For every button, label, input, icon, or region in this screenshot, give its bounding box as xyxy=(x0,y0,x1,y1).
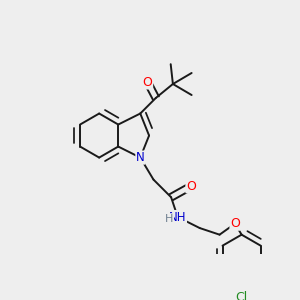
Text: NH: NH xyxy=(169,211,187,224)
Text: O: O xyxy=(143,76,153,89)
Text: O: O xyxy=(230,217,240,230)
Text: N: N xyxy=(136,151,145,164)
Text: Cl: Cl xyxy=(236,291,248,300)
Text: O: O xyxy=(186,180,196,193)
Text: H: H xyxy=(165,214,173,224)
